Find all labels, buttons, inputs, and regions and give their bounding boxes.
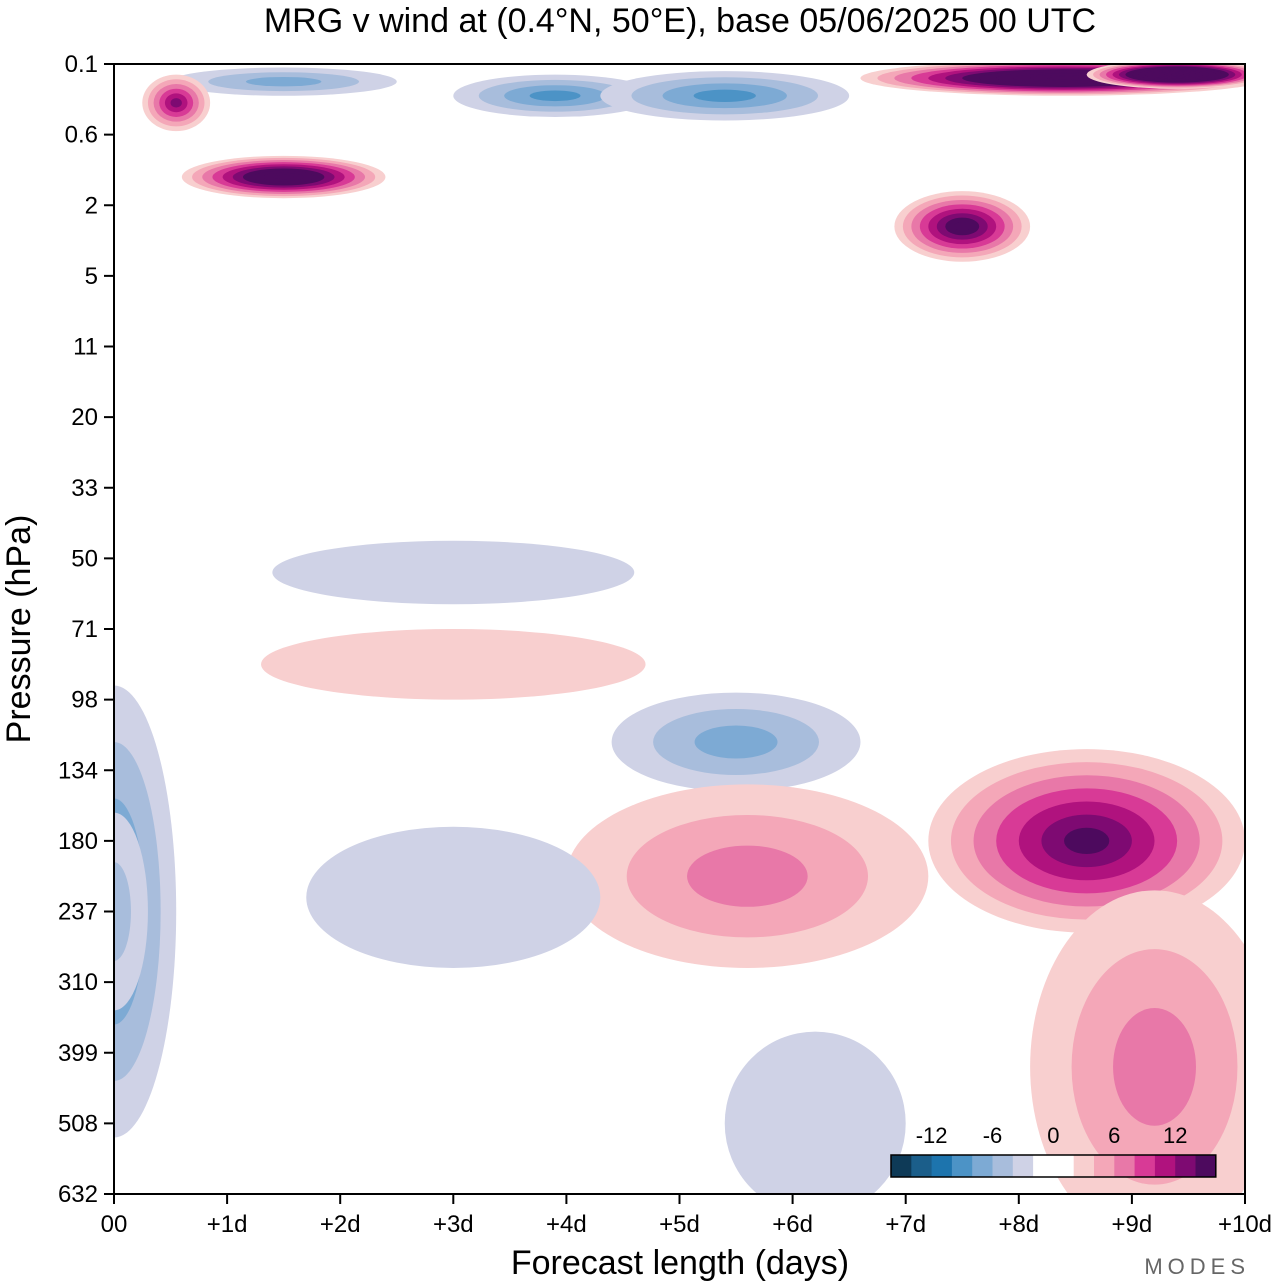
x-tick-label: 00	[101, 1211, 128, 1238]
y-tick-label: 134	[58, 757, 98, 784]
y-tick-label: 0.6	[65, 122, 98, 149]
y-tick-label: 310	[58, 969, 98, 996]
y-tick-label: 71	[71, 616, 98, 643]
x-tick-label: +9d	[1112, 1211, 1153, 1238]
y-tick-label: 33	[71, 475, 98, 502]
x-axis: 00 +1d +2d +3d +4d +5d +6d +7d +8d +9d +10d	[101, 1194, 1272, 1238]
y-tick-label: 98	[71, 687, 98, 714]
contour-region-13-level-3	[1113, 1008, 1196, 1126]
colorbar-swatch	[931, 1155, 953, 1177]
y-axis: 0.1 0.6 2 5 11 20 33 50 71 98 134 180 237 310 399 508 63…	[58, 51, 114, 1208]
contour-region-4-level-4	[693, 89, 756, 102]
colorbar-swatch	[1195, 1155, 1217, 1177]
colorbar-swatch	[1154, 1155, 1176, 1177]
y-tick-label: 0.1	[65, 51, 98, 78]
colorbar-frame	[890, 1154, 1217, 1178]
chart-title: MRG v wind at (0.4°N, 50°E), base 05/06/…	[264, 2, 1096, 40]
y-axis-label: Pressure (hPa)	[0, 515, 38, 744]
contour-region-8-level-14	[1170, 73, 1184, 76]
x-tick-label: +10d	[1218, 1211, 1272, 1238]
colorbar-tick-label: 0	[1047, 1123, 1059, 1148]
x-tick-label: +6d	[772, 1211, 813, 1238]
x-axis-label: Forecast length (days)	[511, 1244, 849, 1282]
contour-region-3-level-4	[529, 90, 581, 102]
x-tick-label: +5d	[659, 1211, 700, 1238]
colorbar-swatch	[1134, 1155, 1156, 1177]
colorbar-swatch	[1175, 1155, 1196, 1177]
colorbar-swatch	[1073, 1155, 1095, 1177]
colorbar-swatch	[911, 1155, 933, 1177]
contour-region-12-level-3	[687, 845, 808, 907]
colorbar-swatch	[1033, 1155, 1054, 1177]
colorbar-swatch	[891, 1155, 912, 1177]
colorbar-tick-label: 6	[1108, 1123, 1120, 1148]
colorbar-swatch	[1012, 1155, 1034, 1177]
y-tick-label: 632	[58, 1181, 98, 1208]
y-tick-label: 5	[85, 263, 98, 290]
x-tick-label: +3d	[433, 1211, 474, 1238]
x-tick-label: +2d	[320, 1211, 361, 1238]
modes-logo: MODES	[1144, 1254, 1250, 1279]
colorbar-swatch	[1094, 1155, 1115, 1177]
colorbar-swatch	[1053, 1155, 1075, 1177]
colorbar-swatch	[972, 1155, 993, 1177]
y-tick-label: 508	[58, 1110, 98, 1137]
colorbar-swatch	[992, 1155, 1014, 1177]
y-tick-label: 2	[85, 192, 98, 219]
contour-region-10-level-3	[694, 725, 778, 759]
contour-region-6-level-6	[170, 98, 182, 108]
x-tick-label: +4d	[546, 1211, 587, 1238]
colorbar-tick-label: -6	[983, 1123, 1003, 1148]
contour-region-9-level-8	[953, 222, 971, 231]
y-tick-label: 399	[58, 1040, 98, 1067]
colorbar-swatch	[1114, 1155, 1136, 1177]
y-tick-label: 50	[71, 545, 98, 572]
contour-region-16-level-1	[261, 629, 646, 700]
contour-region-11-level-7	[1064, 827, 1110, 854]
colorbar: -12 -6 0 6 12	[890, 1123, 1217, 1178]
x-tick-label: +7d	[885, 1211, 926, 1238]
contour-region-14-level-1	[306, 826, 601, 968]
x-tick-label: +1d	[207, 1211, 248, 1238]
contour-region-7-level-12	[1047, 76, 1082, 80]
contour-region-17-level-1	[272, 540, 635, 605]
y-tick-label: 20	[71, 404, 98, 431]
colorbar-swatch	[951, 1155, 973, 1177]
contour-region-15-level-1	[724, 1031, 906, 1194]
y-tick-label: 237	[58, 899, 98, 926]
contour-region-1-level-2	[114, 862, 131, 961]
colorbar-tick-label: -12	[916, 1123, 948, 1148]
x-tick-label: +8d	[998, 1211, 1039, 1238]
colorbar-tick-label: 12	[1163, 1123, 1187, 1148]
plot-area	[114, 64, 1245, 1194]
contour-region-2-level-3	[245, 76, 322, 87]
contour-region-5-level-10	[273, 174, 294, 180]
y-tick-label: 11	[73, 334, 98, 361]
y-tick-label: 180	[58, 828, 98, 855]
